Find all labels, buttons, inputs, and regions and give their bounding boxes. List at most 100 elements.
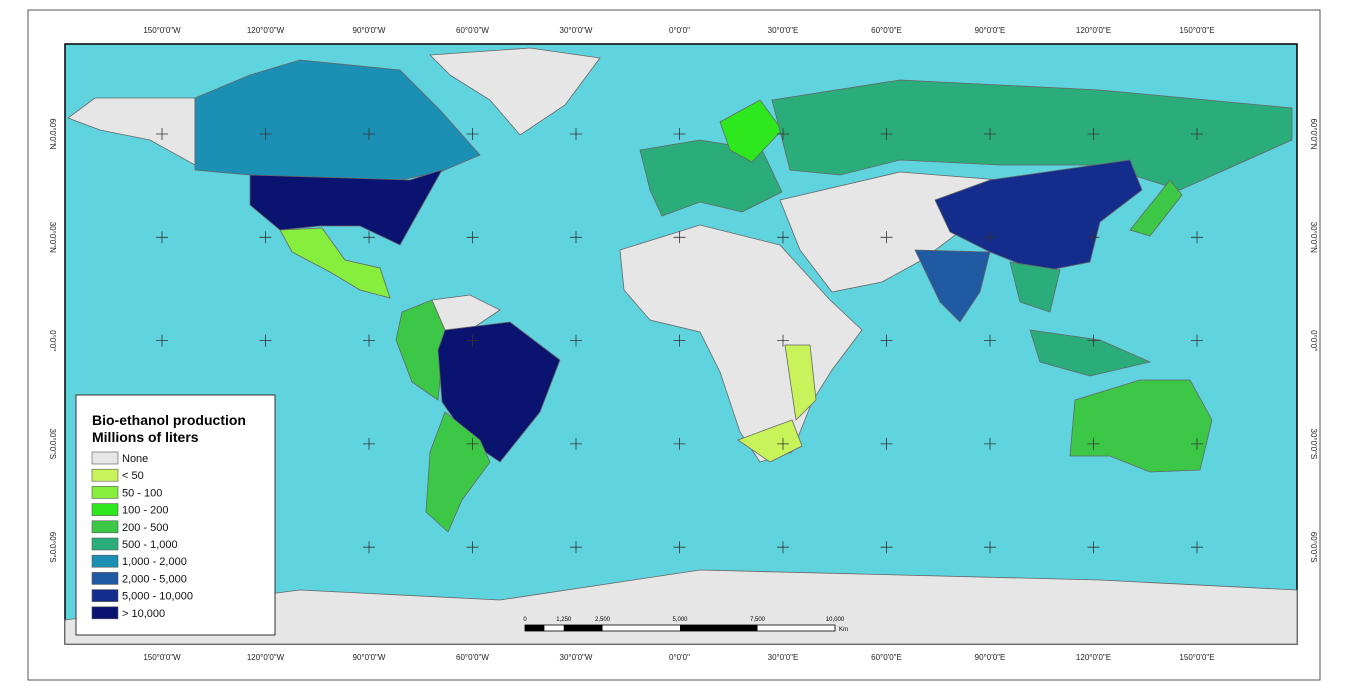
longitude-label-bottom: 150°0'0"E xyxy=(1179,653,1214,662)
graticule-cross xyxy=(466,231,479,244)
graticule-cross xyxy=(259,231,272,244)
latitude-label-right: 30°0'0"S xyxy=(1309,429,1318,460)
longitude-label-top: 60°0'0"W xyxy=(456,26,489,35)
graticule-cross xyxy=(1087,128,1100,140)
graticule-cross xyxy=(777,437,789,450)
latitude-label-right: 60°0'0"S xyxy=(1309,532,1318,563)
legend-label: > 10,000 xyxy=(122,608,165,620)
brazil xyxy=(437,321,561,463)
graticule-cross xyxy=(673,437,686,450)
legend-swatch xyxy=(91,451,119,465)
longitude-label-bottom: 120°0'0"W xyxy=(247,653,285,662)
graticule-cross xyxy=(880,128,893,140)
graticule-cross xyxy=(673,541,686,554)
graticule-cross xyxy=(156,231,168,244)
graticule-cross xyxy=(466,334,479,347)
longitude-label-bottom: 90°0'0"E xyxy=(975,653,1006,662)
china xyxy=(934,159,1143,273)
latitude-label-right: 30°0'0"N xyxy=(1309,222,1318,253)
graticule-cross xyxy=(880,437,893,450)
graticule-cross xyxy=(880,541,893,554)
legend-label: 500 - 1,000 xyxy=(122,539,178,551)
graticule-cross xyxy=(673,231,686,244)
graticule-cross xyxy=(570,334,582,347)
graticule-cross xyxy=(363,541,375,554)
graticule-cross xyxy=(1087,334,1100,347)
scandinavia xyxy=(719,99,783,163)
graticule-cross xyxy=(777,231,789,244)
longitude-label-bottom: 60°0'0"W xyxy=(456,653,489,662)
graticule-cross xyxy=(570,541,582,554)
legend-label: 100 - 200 xyxy=(122,505,168,517)
north-south-america xyxy=(431,294,501,331)
legend-label: 50 - 100 xyxy=(122,487,162,499)
legend-title: Bio-ethanol production xyxy=(92,412,246,428)
canada xyxy=(194,59,481,181)
legend-label: < 50 xyxy=(122,470,144,482)
legend-swatch xyxy=(91,486,119,499)
longitude-label-top: 30°0'0"W xyxy=(560,26,593,35)
scale-bar-label: 2,500 xyxy=(595,617,611,623)
argentina xyxy=(425,411,491,533)
graticule-labels: 150°0'0"W 150°0'0"W 120°0'0"W 120°0'0"W 90°0… xyxy=(48,26,1318,662)
graticule-cross xyxy=(1087,437,1100,450)
usa xyxy=(249,169,443,246)
graticule-cross xyxy=(880,231,893,244)
graticule-cross xyxy=(1191,334,1203,347)
japan xyxy=(1129,179,1183,237)
legend-label: 200 - 500 xyxy=(122,522,168,534)
longitude-label-bottom: 30°0'0"E xyxy=(768,653,799,662)
longitude-label-top: 90°0'0"E xyxy=(975,26,1006,35)
india xyxy=(914,249,991,323)
mexico xyxy=(279,227,391,299)
graticule-cross xyxy=(570,231,582,244)
longitude-label-top: 90°0'0"W xyxy=(353,26,386,35)
legend-swatch xyxy=(91,554,119,568)
scale-bar-segment xyxy=(563,625,603,631)
graticule-cross xyxy=(1087,541,1100,554)
scale-bar-label: 7,500 xyxy=(750,617,766,623)
southern-africa xyxy=(737,419,803,463)
russia xyxy=(771,79,1293,191)
longitude-label-bottom: 150°0'0"W xyxy=(143,653,181,662)
legend-swatch xyxy=(91,589,119,602)
latitude-label-left: 60°0'0"N xyxy=(48,118,57,149)
latitude-label-left: 30°0'0"S xyxy=(48,429,57,460)
indonesia xyxy=(1029,329,1152,377)
latitude-label-left: 0°0'0" xyxy=(48,330,57,351)
graticule-cross xyxy=(1191,231,1203,244)
legend-label: None xyxy=(122,453,148,465)
scale-bar-label: 0 xyxy=(523,617,527,623)
graticule xyxy=(156,128,1203,554)
graticule-cross xyxy=(466,437,479,450)
mozambique xyxy=(784,344,817,421)
graticule-cross xyxy=(673,128,686,140)
legend-label: 1,000 - 2,000 xyxy=(122,556,187,568)
legend-swatch xyxy=(91,572,119,585)
graticule-cross xyxy=(673,334,686,347)
graticule-cross xyxy=(570,128,582,140)
graticule-cross xyxy=(1087,231,1100,244)
graticule-cross xyxy=(156,128,168,140)
longitude-label-bottom: 90°0'0"W xyxy=(353,653,386,662)
legend-items: None < 50 50 - 100 100 - 200 200 - 500 500 - … xyxy=(91,451,193,620)
graticule-cross xyxy=(156,334,168,347)
scale-bar-unit: Km xyxy=(839,627,848,633)
graticule-cross xyxy=(259,128,272,140)
scale-bar-segment xyxy=(525,625,545,631)
longitude-label-bottom: 0°0'0" xyxy=(669,653,690,662)
antarctica xyxy=(64,569,1298,645)
latitude-label-left: 60°0'0"S xyxy=(48,532,57,563)
graticule-cross xyxy=(363,437,375,450)
graticule-cross xyxy=(259,334,272,347)
longitude-label-bottom: 30°0'0"W xyxy=(560,653,593,662)
graticule-cross xyxy=(1191,541,1203,554)
scale-bar-segment xyxy=(680,625,758,631)
longitude-label-top: 150°0'0"W xyxy=(143,26,181,35)
australia xyxy=(1069,379,1213,473)
graticule-cross xyxy=(777,128,789,140)
graticule-cross xyxy=(363,231,375,244)
scale-bar-label: 1,250 xyxy=(556,617,572,623)
longitude-label-top: 0°0'0" xyxy=(669,26,690,35)
